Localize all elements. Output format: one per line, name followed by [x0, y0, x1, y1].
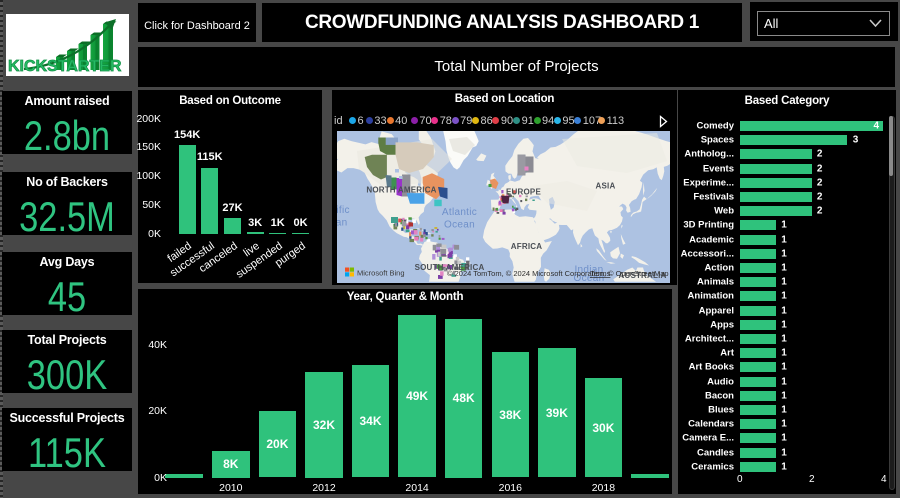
svg-text:Ocean: Ocean	[444, 219, 475, 230]
svg-text:Pacific: Pacific	[337, 205, 350, 216]
svg-text:Microsoft Bing: Microsoft Bing	[357, 268, 405, 277]
svg-text:SOUTH AMERICA: SOUTH AMERICA	[414, 263, 484, 272]
svg-text:Atlantic: Atlantic	[441, 207, 476, 218]
svg-text:Ocean: Ocean	[573, 273, 604, 283]
svg-text:AUSTRALIA: AUSTRALIA	[618, 271, 666, 280]
svg-text:Indian: Indian	[574, 264, 603, 275]
svg-text:© 2024 TomTom, © 2024 Microsof: © 2024 TomTom, © 2024 Microsoft Corporat…	[447, 269, 669, 278]
svg-text:EUROPE: EUROPE	[506, 187, 541, 196]
svg-text:ASIA: ASIA	[595, 181, 615, 190]
svg-text:Ocean: Ocean	[337, 217, 347, 228]
svg-text:NORTH AMERICA: NORTH AMERICA	[366, 185, 436, 194]
svg-text:KICKSTARTER: KICKSTARTER	[8, 58, 122, 75]
svg-text:AFRICA: AFRICA	[510, 242, 541, 251]
svg-text:Terms: Terms	[590, 269, 611, 278]
